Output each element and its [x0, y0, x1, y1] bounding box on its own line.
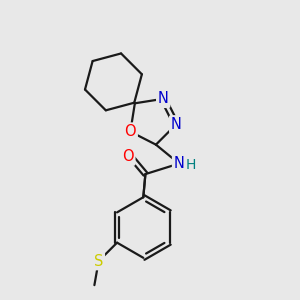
Text: O: O [124, 124, 136, 139]
Text: N: N [158, 91, 169, 106]
Text: S: S [94, 254, 103, 268]
Text: N: N [174, 156, 184, 171]
Text: N: N [171, 117, 182, 132]
Text: O: O [122, 149, 134, 164]
Text: H: H [186, 158, 196, 172]
